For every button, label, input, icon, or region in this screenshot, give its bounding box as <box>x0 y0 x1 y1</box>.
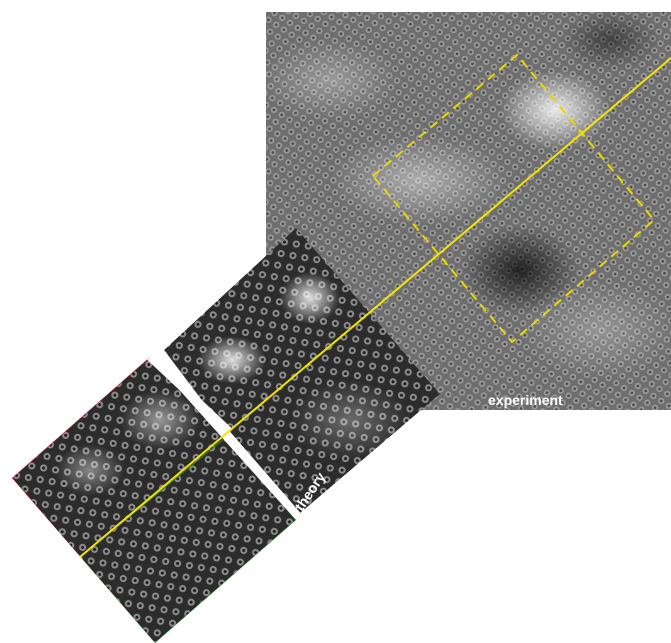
panel-separator <box>147 354 233 435</box>
experiment-label: experiment <box>488 392 563 408</box>
theory-gap <box>218 426 304 524</box>
roi-dashed-box <box>371 53 656 344</box>
profile-line <box>79 57 671 558</box>
lattice-overlay-image <box>12 357 296 643</box>
theory-image <box>164 228 440 520</box>
